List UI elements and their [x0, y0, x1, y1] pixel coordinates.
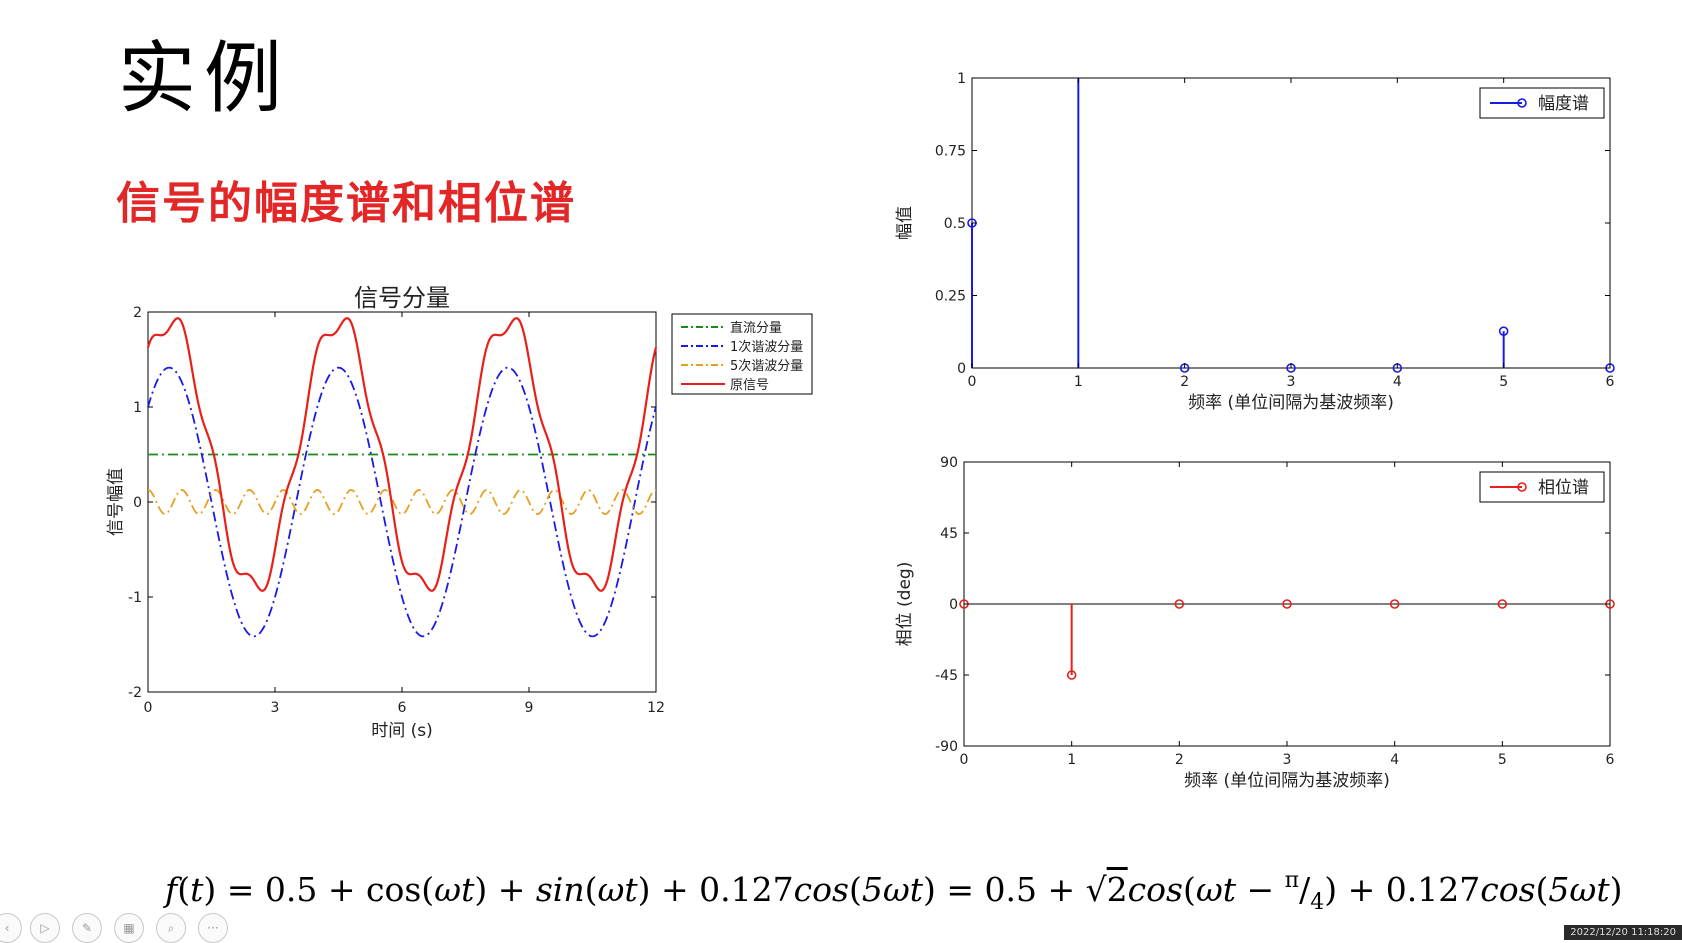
y-axis-label: 幅值: [895, 206, 915, 240]
legend-box: [671, 313, 813, 395]
y-tick-label: -2: [128, 685, 142, 701]
x-tick-label: 4: [1393, 374, 1402, 390]
y-tick-label: 0: [949, 597, 958, 613]
more-options-icon[interactable]: ···: [198, 913, 228, 943]
legend-label: 幅度谱: [1538, 94, 1589, 114]
y-axis-label: 信号幅值: [106, 468, 126, 536]
series-line: [146, 317, 658, 592]
x-tick-label: 3: [1287, 374, 1296, 390]
x-axis-label: 频率 (单位间隔为基波频率): [1184, 771, 1390, 791]
legend-label: 相位谱: [1538, 478, 1589, 498]
chart-title: 信号分量: [354, 284, 450, 312]
plot-area: [971, 77, 1611, 369]
series-line: [147, 366, 657, 638]
legend: 幅度谱: [1479, 87, 1605, 119]
x-axis-label: 时间 (s): [371, 721, 433, 741]
pen-icon[interactable]: ✎: [72, 913, 102, 943]
x-tick-label: 6: [1606, 752, 1615, 768]
x-tick-label: 1: [1074, 374, 1083, 390]
y-tick-label: 0: [133, 495, 142, 511]
stem-marker: [1389, 599, 1400, 609]
previous-slide-icon[interactable]: ‹: [0, 913, 22, 943]
timestamp: 2022/12/20 11:18:20: [1564, 925, 1682, 940]
y-tick-label: 45: [940, 526, 958, 542]
y-tick-label: 2: [133, 305, 142, 321]
legend-marker: [1517, 98, 1527, 108]
legend-label: 直流分量: [730, 321, 782, 336]
stem-marker: [1174, 599, 1185, 609]
x-tick-label: 0: [144, 700, 153, 716]
y-tick-label: 1: [133, 400, 142, 416]
legend-label: 5次谐波分量: [730, 358, 803, 374]
y-tick-label: -1: [128, 590, 142, 606]
stem-marker: [1066, 670, 1077, 680]
legend-marker: [1517, 482, 1527, 492]
x-tick-label: 3: [1283, 752, 1292, 768]
plot-area: [147, 311, 657, 693]
slides-grid-icon[interactable]: ▦: [114, 913, 144, 943]
legend-label: 1次谐波分量: [730, 339, 803, 355]
y-axis-label: 相位 (deg): [895, 562, 915, 647]
y-tick-label: 0.75: [935, 144, 966, 160]
slide-subtitle: 信号的幅度谱和相位谱: [116, 178, 576, 229]
stem-marker: [1497, 599, 1508, 609]
legend: 相位谱: [1479, 471, 1605, 503]
x-tick-label: 6: [1606, 374, 1615, 390]
x-tick-label: 5: [1499, 374, 1508, 390]
x-tick-label: 6: [398, 700, 407, 716]
x-axis-label: 频率 (单位间隔为基波频率): [1188, 393, 1394, 413]
x-tick-label: 3: [271, 700, 280, 716]
play-icon[interactable]: ▷: [30, 913, 60, 943]
y-tick-label: -90: [935, 739, 958, 755]
x-tick-label: 1: [1067, 752, 1076, 768]
x-tick-label: 0: [960, 752, 969, 768]
stem-marker: [1282, 599, 1292, 609]
x-tick-label: 2: [1180, 374, 1189, 390]
slide-title: 实例: [118, 34, 291, 124]
y-tick-label: 90: [940, 455, 958, 471]
y-tick-label: 0: [957, 361, 966, 377]
x-tick-label: 9: [525, 700, 534, 716]
fourier-formula: f(t) = 0.5 + cos(ωt) + sin(ωt) + 0.127co…: [165, 868, 1623, 915]
x-tick-label: 4: [1390, 752, 1399, 768]
amplitude-spectrum-chart: 0 1 2 3 4 5 6 1 0.75 0.5 0.25 0 频率 (单位间隔为基波频率) 幅值 幅度谱: [895, 71, 1615, 413]
x-tick-label: 12: [647, 700, 665, 716]
y-tick-label: 0.5: [944, 216, 966, 232]
legend-label: 原信号: [730, 378, 769, 393]
series-line: [147, 489, 657, 515]
zoom-icon[interactable]: ⌕: [156, 913, 186, 943]
stem-marker: [1498, 326, 1509, 336]
y-tick-label: 1: [957, 71, 966, 87]
x-tick-label: 5: [1498, 752, 1507, 768]
y-tick-label: 0.25: [935, 289, 966, 305]
y-tick-label: -45: [935, 668, 958, 684]
x-tick-label: 2: [1175, 752, 1184, 768]
x-tick-label: 0: [968, 374, 977, 390]
